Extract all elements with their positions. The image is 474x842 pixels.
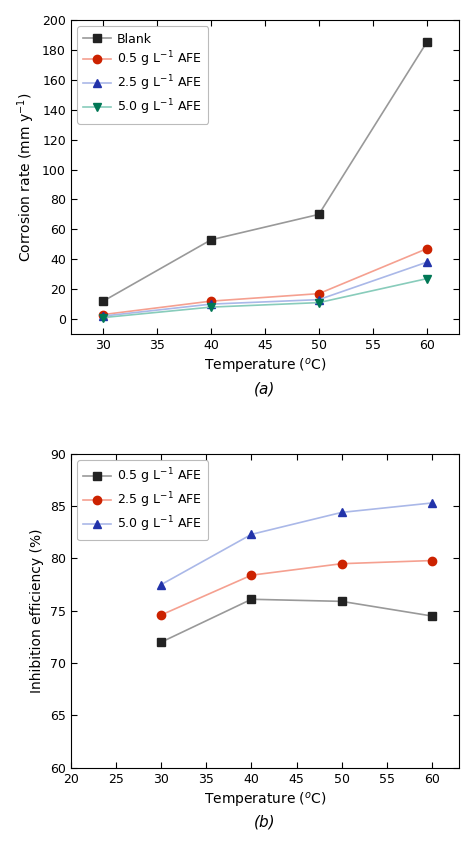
Line: 5.0 g L$^{-1}$ AFE: 5.0 g L$^{-1}$ AFE xyxy=(99,274,431,322)
X-axis label: Temperature ($^{o}$C): Temperature ($^{o}$C) xyxy=(203,358,326,376)
Blank xyxy=(100,296,106,306)
2.5 g L$^{-1}$ AFE xyxy=(339,558,345,568)
Line: 0.5 g L$^{-1}$ AFE: 0.5 g L$^{-1}$ AFE xyxy=(157,595,436,647)
Y-axis label: Inhibition efficiency (%): Inhibition efficiency (%) xyxy=(30,529,45,693)
Line: 0.5 g L$^{-1}$ AFE: 0.5 g L$^{-1}$ AFE xyxy=(99,245,431,319)
2.5 g L$^{-1}$ AFE xyxy=(429,556,435,566)
Text: (a): (a) xyxy=(254,381,276,396)
2.5 g L$^{-1}$ AFE xyxy=(316,295,322,305)
Blank xyxy=(208,235,214,245)
Line: Blank: Blank xyxy=(99,38,431,306)
Legend: 0.5 g L$^{-1}$ AFE, 2.5 g L$^{-1}$ AFE, 5.0 g L$^{-1}$ AFE: 0.5 g L$^{-1}$ AFE, 2.5 g L$^{-1}$ AFE, … xyxy=(77,460,208,540)
Line: 5.0 g L$^{-1}$ AFE: 5.0 g L$^{-1}$ AFE xyxy=(157,498,436,589)
0.5 g L$^{-1}$ AFE xyxy=(339,596,345,606)
5.0 g L$^{-1}$ AFE xyxy=(429,498,435,508)
5.0 g L$^{-1}$ AFE xyxy=(424,274,429,284)
Line: 2.5 g L$^{-1}$ AFE: 2.5 g L$^{-1}$ AFE xyxy=(99,258,431,320)
Line: 2.5 g L$^{-1}$ AFE: 2.5 g L$^{-1}$ AFE xyxy=(157,557,436,619)
0.5 g L$^{-1}$ AFE xyxy=(208,296,214,306)
2.5 g L$^{-1}$ AFE xyxy=(424,257,429,267)
Blank xyxy=(316,210,322,220)
Blank xyxy=(424,37,429,47)
2.5 g L$^{-1}$ AFE xyxy=(158,610,164,620)
Y-axis label: Corrosion rate (mm y$^{-1}$): Corrosion rate (mm y$^{-1}$) xyxy=(15,93,36,262)
5.0 g L$^{-1}$ AFE xyxy=(100,312,106,322)
0.5 g L$^{-1}$ AFE xyxy=(424,243,429,253)
0.5 g L$^{-1}$ AFE xyxy=(429,611,435,621)
Legend: Blank, 0.5 g L$^{-1}$ AFE, 2.5 g L$^{-1}$ AFE, 5.0 g L$^{-1}$ AFE: Blank, 0.5 g L$^{-1}$ AFE, 2.5 g L$^{-1}… xyxy=(77,26,208,124)
2.5 g L$^{-1}$ AFE xyxy=(208,299,214,309)
Text: (b): (b) xyxy=(254,815,276,830)
0.5 g L$^{-1}$ AFE xyxy=(248,594,254,605)
0.5 g L$^{-1}$ AFE xyxy=(316,289,322,299)
X-axis label: Temperature ($^{o}$C): Temperature ($^{o}$C) xyxy=(203,791,326,810)
0.5 g L$^{-1}$ AFE xyxy=(158,637,164,647)
5.0 g L$^{-1}$ AFE xyxy=(208,302,214,312)
5.0 g L$^{-1}$ AFE xyxy=(339,508,345,518)
5.0 g L$^{-1}$ AFE xyxy=(316,297,322,307)
2.5 g L$^{-1}$ AFE xyxy=(100,311,106,321)
5.0 g L$^{-1}$ AFE xyxy=(158,579,164,589)
5.0 g L$^{-1}$ AFE xyxy=(248,530,254,540)
0.5 g L$^{-1}$ AFE xyxy=(100,310,106,320)
2.5 g L$^{-1}$ AFE xyxy=(248,570,254,580)
